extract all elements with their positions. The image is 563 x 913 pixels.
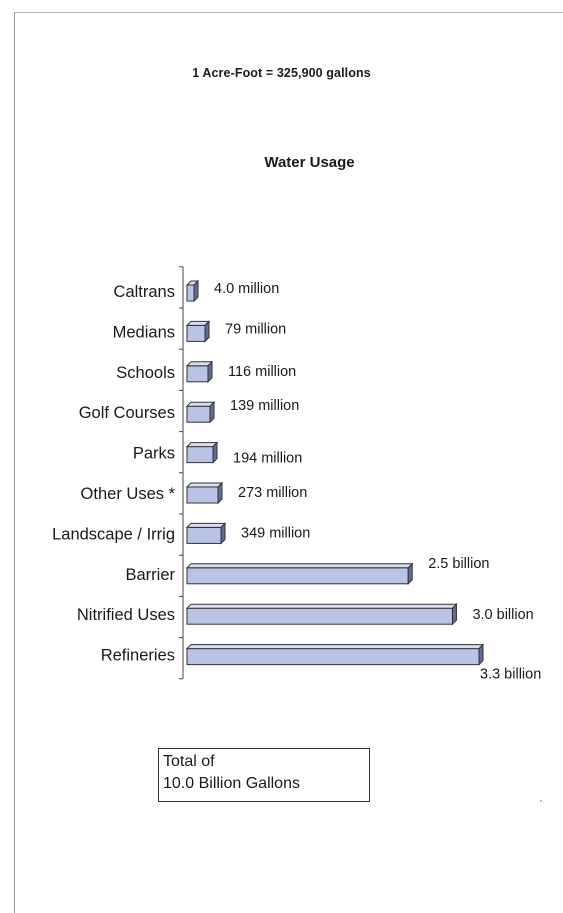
data-label: 349 million [241,525,310,541]
bar-8 [186,567,409,585]
category-label: Other Uses * [81,485,176,503]
bar-side-1 [193,279,199,303]
bar-top-6 [185,482,224,488]
category-label: Nitrified Uses [77,606,175,624]
total-line-1: Total of [163,753,215,770]
bar-side-2 [204,320,210,343]
bar-9 [186,607,453,625]
bar-side-3 [207,360,213,384]
data-label: 273 million [238,485,307,501]
chart-title: Water Usage [264,154,355,171]
bar-4 [186,405,211,423]
bar-7 [186,526,222,544]
category-label: Parks [133,445,175,463]
bar-6 [186,486,219,504]
data-label: 3.0 billion [472,607,533,623]
bar-10 [186,648,480,666]
bar-top-7 [185,522,227,528]
bar-top-8 [185,563,414,569]
bar-2 [186,324,206,342]
category-label: Refineries [101,647,175,665]
bar-1 [186,284,195,302]
scan-speck [540,800,542,802]
bar-side-7 [220,522,226,545]
data-label: 3.3 billion [480,667,541,683]
page-frame [14,12,563,913]
category-label: Caltrans [114,283,175,301]
data-label: 194 million [233,451,302,467]
bar-top-5 [185,442,219,448]
bar-side-10 [478,643,484,666]
data-label: 139 million [230,398,299,414]
category-label: Golf Courses [79,404,175,422]
data-label: 4.0 million [214,281,279,297]
conversion-note: 1 Acre-Foot = 325,900 gallons [192,66,371,80]
category-label: Schools [116,364,175,382]
bar-side-4 [209,400,215,424]
data-label: 116 million [228,364,296,380]
bar-side-9 [451,602,457,626]
bar-side-8 [407,562,413,586]
bar-top-9 [185,603,458,609]
data-label: 2.5 billion [428,556,489,572]
category-label: Landscape / Irrig [52,525,175,543]
bar-3 [186,365,209,383]
bar-side-5 [212,441,218,464]
total-box: Total of 10.0 Billion Gallons [158,748,370,802]
category-label: Barrier [125,566,175,584]
bar-top-10 [185,644,485,650]
bar-side-6 [217,481,223,505]
data-label: 79 million [225,321,286,337]
category-label: Medians [113,323,175,341]
bar-5 [186,446,214,464]
total-line-2: 10.0 Billion Gallons [163,775,300,792]
